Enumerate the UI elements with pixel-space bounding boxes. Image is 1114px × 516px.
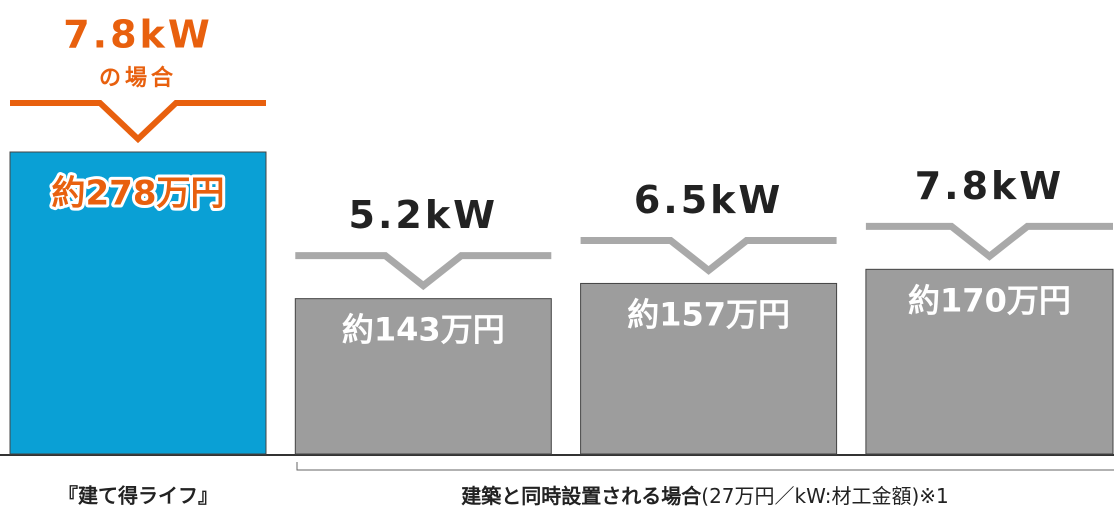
group-title: 建築と同時設置される場合 [461, 484, 702, 508]
bar [580, 282, 838, 455]
value-label: 約157万円 [627, 295, 790, 333]
category-label: 7.8kW [63, 13, 213, 57]
value-label: 約170万円 [908, 281, 1071, 319]
category-label: 6.5kW [634, 178, 784, 222]
category-note: の場合 [99, 65, 177, 91]
category-label: 7.8kW [915, 164, 1065, 208]
group-bracket [296, 462, 1114, 471]
header-chevron [10, 100, 266, 144]
bar [294, 298, 552, 455]
category-label: 5.2kW [349, 193, 499, 237]
group-note: (27万円／kW:材工金額)※1 [701, 484, 948, 508]
value-label: 約143万円 [342, 311, 505, 349]
group-label: 『建て得ライフ』 [58, 484, 218, 508]
header-chevron [865, 222, 1113, 261]
value-label: 約278万円 [52, 174, 225, 214]
group-label: 建築と同時設置される場合(27万円／kW:材工金額)※1 [461, 484, 948, 508]
bar [9, 151, 267, 455]
header-chevron [295, 252, 552, 291]
header-chevron [580, 236, 837, 275]
bar [865, 268, 1114, 455]
